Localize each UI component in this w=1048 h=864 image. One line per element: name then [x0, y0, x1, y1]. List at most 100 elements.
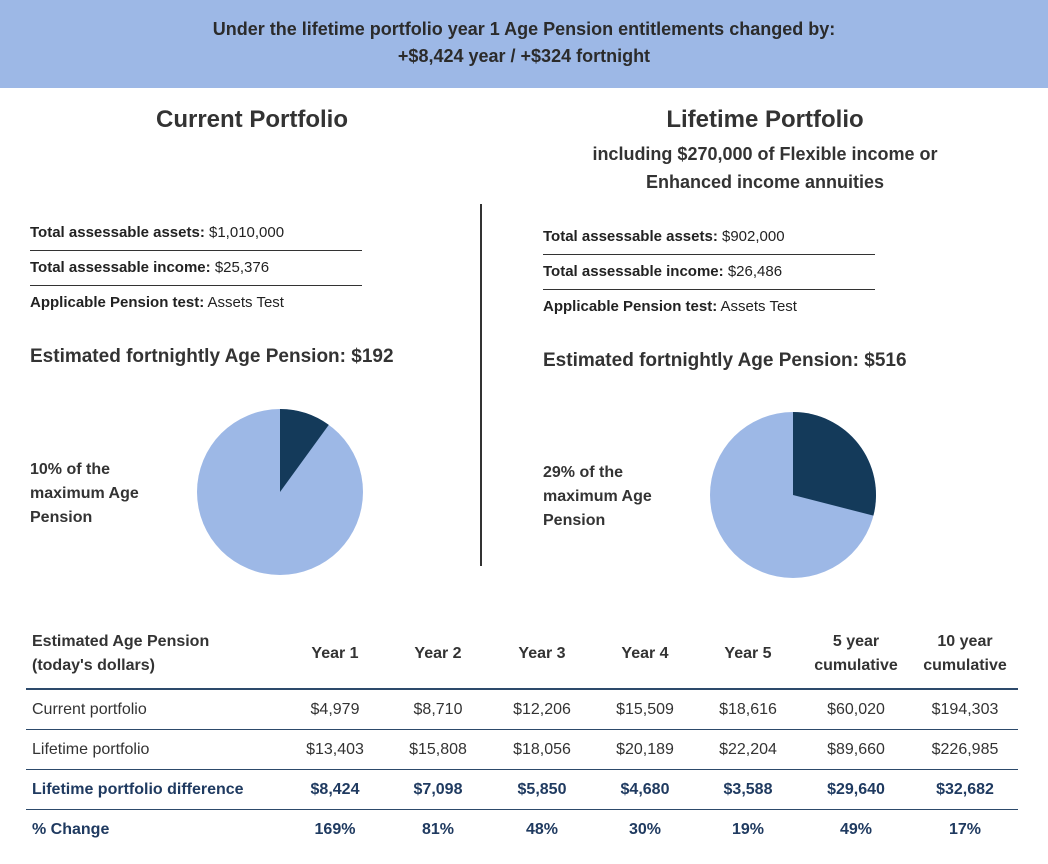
table-cell: 169%: [314, 820, 356, 838]
current-portfolio-info: Total assessable assets: $1,010,000 Tota…: [30, 216, 362, 320]
current-pie-label-line: 10% of the: [30, 461, 111, 478]
lifetime-income-label: Total assessable income:: [543, 263, 724, 280]
age-pension-table: Estimated Age Pension (today's dollars) …: [26, 620, 1018, 849]
table-cell: $4,979: [284, 689, 386, 730]
column-header-text: Year 5: [724, 645, 772, 662]
banner-line-2: +$8,424 year / +$324 fortnight: [397, 46, 651, 66]
table-cell: 19%: [731, 820, 765, 838]
current-test-row: Applicable Pension test: Assets Test: [30, 286, 362, 320]
table-cell: $8,424: [284, 769, 386, 810]
table-cell: 81%: [421, 820, 455, 838]
lifetime-pie-label: 29% of the maximum Age Pension: [543, 461, 693, 533]
lifetime-subtitle-line: Enhanced income annuities: [645, 172, 885, 192]
table-row-portfolio-difference: Lifetime portfolio difference $8,424 $7,…: [26, 769, 1018, 810]
column-header-year-5: Year 5: [696, 620, 800, 690]
lifetime-test-label: Applicable Pension test:: [543, 298, 718, 315]
table-header-label-line: (today's dollars): [32, 657, 155, 674]
table-cell: $4,680: [594, 769, 696, 810]
lifetime-income-value: $26,486: [727, 263, 783, 280]
column-header-text: Year 1: [311, 645, 359, 662]
lifetime-pie-label-line: Pension: [543, 512, 606, 529]
table-cell: 30%: [628, 820, 662, 838]
table-header-row: Estimated Age Pension (today's dollars) …: [26, 620, 1018, 690]
table-cell: $18,616: [696, 689, 800, 730]
column-header-5-year-cumulative: 5 year cumulative: [800, 620, 912, 690]
pie-pension-slice: [793, 412, 876, 516]
column-divider: [480, 204, 482, 566]
current-income-label: Total assessable income:: [30, 259, 211, 276]
table-header-label-line: Estimated Age Pension: [32, 633, 210, 650]
current-portfolio-title: Current Portfolio: [156, 106, 348, 133]
column-header-text: 5 year: [832, 633, 880, 650]
current-assets-value: $1,010,000: [209, 224, 285, 241]
column-header-text: Year 2: [414, 645, 462, 662]
row-label: Lifetime portfolio: [26, 729, 284, 770]
table-cell: $3,588: [696, 769, 800, 810]
current-test-value: Assets Test: [207, 294, 284, 311]
row-label: % Change: [32, 820, 110, 838]
table-row-lifetime-portfolio: Lifetime portfolio $13,403 $15,808 $18,0…: [26, 729, 1018, 770]
lifetime-pension-pie-chart: [710, 412, 876, 578]
current-income-value: $25,376: [214, 259, 270, 276]
table-cell: $18,056: [490, 729, 594, 770]
table-cell: $8,710: [386, 689, 490, 730]
lifetime-portfolio-subtitle: including $270,000 of Flexible income or…: [540, 140, 990, 196]
row-label: Lifetime portfolio difference: [26, 769, 284, 810]
table-cell: $15,509: [594, 689, 696, 730]
column-header-year-4: Year 4: [594, 620, 696, 690]
table-cell: $32,682: [912, 769, 1018, 810]
table-cell: $89,660: [800, 729, 912, 770]
current-pie-label-line: maximum Age: [30, 485, 139, 502]
lifetime-subtitle-line: including $270,000 of Flexible income or: [592, 144, 938, 164]
table-cell: $13,403: [284, 729, 386, 770]
banner-line-1: Under the lifetime portfolio year 1 Age …: [212, 19, 836, 39]
table-cell: $29,640: [800, 769, 912, 810]
lifetime-income-row: Total assessable income: $26,486: [543, 255, 875, 290]
lifetime-assets-label: Total assessable assets:: [543, 228, 718, 245]
column-header-year-1: Year 1: [284, 620, 386, 690]
current-estimated-pension: Estimated fortnightly Age Pension: $192: [30, 346, 394, 367]
current-test-label: Applicable Pension test:: [30, 294, 205, 311]
table-cell: $22,204: [696, 729, 800, 770]
table-cell: 48%: [525, 820, 559, 838]
lifetime-portfolio-info: Total assessable assets: $902,000 Total …: [543, 220, 875, 324]
lifetime-test-value: Assets Test: [720, 298, 797, 315]
table-cell: $20,189: [594, 729, 696, 770]
lifetime-pie-label-line: 29% of the: [543, 464, 624, 481]
column-header-text: cumulative: [814, 657, 898, 674]
table-cell: 49%: [839, 820, 873, 838]
current-income-row: Total assessable income: $25,376: [30, 251, 362, 286]
table-header-label: Estimated Age Pension (today's dollars): [26, 620, 284, 690]
table-cell: $15,808: [386, 729, 490, 770]
summary-banner: Under the lifetime portfolio year 1 Age …: [0, 0, 1048, 88]
table-row-percent-change: % Change 169% 81% 48% 30% 19% 49% 17%: [26, 810, 1018, 850]
column-header-year-3: Year 3: [490, 620, 594, 690]
lifetime-assets-row: Total assessable assets: $902,000: [543, 220, 875, 255]
table-cell: $7,098: [386, 769, 490, 810]
lifetime-pie-label-line: maximum Age: [543, 488, 652, 505]
row-label: Current portfolio: [26, 689, 284, 730]
current-assets-row: Total assessable assets: $1,010,000: [30, 216, 362, 251]
lifetime-assets-value: $902,000: [722, 228, 785, 245]
current-pie-label-line: Pension: [30, 509, 93, 526]
table-cell: $5,850: [490, 769, 594, 810]
column-header-text: 10 year: [937, 633, 993, 650]
column-header-year-2: Year 2: [386, 620, 490, 690]
column-header-10-year-cumulative: 10 year cumulative: [912, 620, 1018, 690]
lifetime-test-row: Applicable Pension test: Assets Test: [543, 290, 875, 324]
pie-pension-slice: [280, 409, 329, 492]
column-header-text: Year 4: [621, 645, 669, 662]
table-cell: $60,020: [800, 689, 912, 730]
current-pension-pie-chart: [197, 409, 363, 575]
table-row-current-portfolio: Current portfolio $4,979 $8,710 $12,206 …: [26, 689, 1018, 730]
table-cell: $12,206: [490, 689, 594, 730]
table-cell: $194,303: [912, 689, 1018, 730]
current-assets-label: Total assessable assets:: [30, 224, 205, 241]
table-cell: 17%: [948, 820, 982, 838]
table-cell: $226,985: [912, 729, 1018, 770]
column-header-text: Year 3: [518, 645, 566, 662]
column-header-text: cumulative: [923, 657, 1007, 674]
lifetime-estimated-pension: Estimated fortnightly Age Pension: $516: [543, 350, 907, 371]
current-pie-label: 10% of the maximum Age Pension: [30, 458, 180, 530]
lifetime-portfolio-title: Lifetime Portfolio: [666, 106, 864, 133]
